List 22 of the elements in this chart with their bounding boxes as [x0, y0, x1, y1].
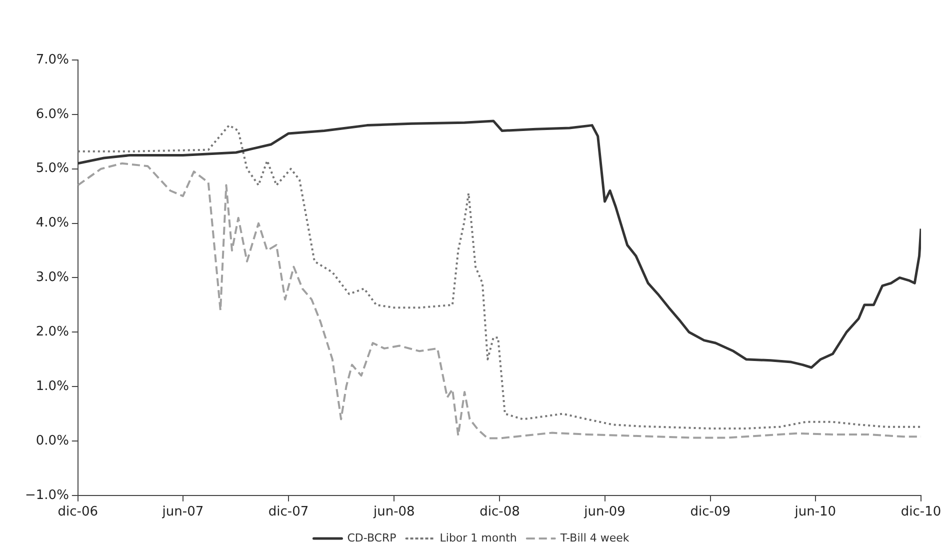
legend-label: CD-BCRP	[347, 531, 397, 544]
line-series	[78, 124, 921, 430]
x-tick-label: jun-08	[372, 504, 415, 520]
x-tick-label: dic-07	[268, 504, 309, 520]
y-tick-label: 0.0%	[36, 433, 69, 448]
x-tick-label: dic-06	[58, 504, 98, 520]
y-tick-label: 4.0%	[36, 216, 69, 231]
y-tick-label: 7.0%	[36, 52, 69, 68]
y-tick-label: 2.0%	[36, 324, 69, 340]
x-tick-label: jun-10	[794, 504, 836, 520]
y-tick-label: 1.0%	[36, 378, 69, 394]
y-tick-label: −1.0%	[25, 488, 69, 503]
x-tick-label: jun-07	[161, 504, 204, 520]
y-tick-label: 3.0%	[36, 270, 69, 286]
x-tick-label: jun-09	[583, 504, 626, 520]
y-tick-label: 6.0%	[36, 106, 69, 122]
y-tick-label: 5.0%	[36, 161, 69, 176]
x-tick-label: dic-09	[690, 504, 730, 520]
legend-label: T-Bill 4 week	[559, 531, 630, 544]
x-tick-label: dic-08	[480, 504, 520, 520]
x-tick-label: dic-10	[900, 504, 942, 520]
legend-label: Libor 1 month	[440, 531, 517, 544]
